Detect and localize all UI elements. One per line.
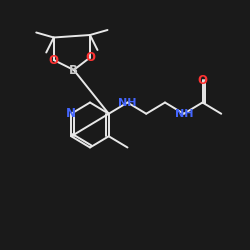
- Text: O: O: [85, 51, 95, 64]
- Text: O: O: [198, 74, 207, 86]
- Text: NH: NH: [118, 98, 137, 108]
- Text: O: O: [49, 54, 59, 66]
- Text: NH: NH: [174, 109, 193, 119]
- Text: N: N: [66, 107, 76, 120]
- Text: B: B: [69, 64, 78, 76]
